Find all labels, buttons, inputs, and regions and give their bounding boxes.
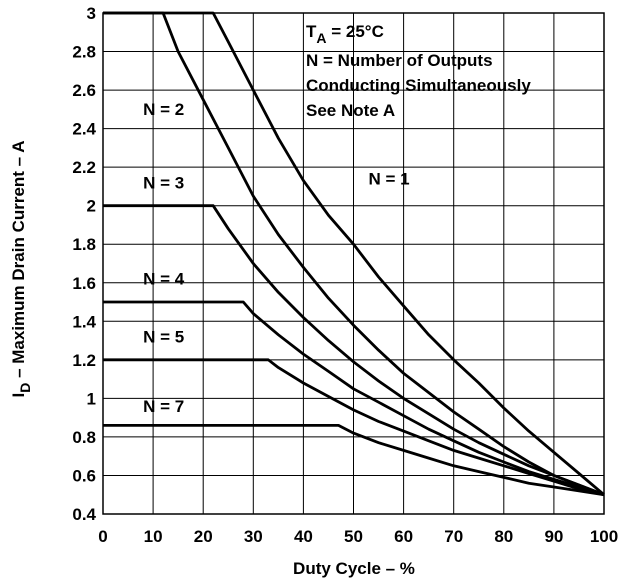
y-tick-label: 1.4 — [72, 312, 96, 331]
x-tick-label: 60 — [394, 527, 413, 546]
series-label: N = 1 — [369, 169, 410, 188]
x-tick-label: 100 — [590, 527, 618, 546]
series-label: N = 7 — [143, 397, 184, 416]
x-tick-label: 70 — [444, 527, 463, 546]
y-tick-label: 3 — [87, 4, 96, 23]
y-tick-label: 2.8 — [72, 43, 96, 62]
series-line — [103, 11, 605, 496]
y-tick-label: 2.6 — [72, 81, 96, 100]
x-tick-label: 30 — [244, 527, 263, 546]
series-line — [103, 300, 605, 497]
x-tick-label: 90 — [544, 527, 563, 546]
y-axis-label-rest: – Maximum Drain Current – A — [9, 140, 28, 382]
y-tick-label: 1.2 — [72, 351, 96, 370]
x-tick-label: 80 — [494, 527, 513, 546]
annotation-ta-main: T — [306, 22, 317, 41]
series-label: N = 2 — [143, 100, 184, 119]
curves — [103, 11, 605, 497]
y-tick-label: 0.8 — [72, 428, 96, 447]
series-line — [103, 358, 605, 497]
y-tick-label: 0.6 — [72, 466, 96, 485]
y-tick-labels: 0.4 0.6 0.8 1 1.2 1.4 1.6 1.8 2 2.2 2.4 2.6 2.8 3 — [72, 4, 96, 524]
series-line — [103, 11, 605, 497]
x-tick-label: 40 — [294, 527, 313, 546]
y-tick-label: 1.8 — [72, 235, 96, 254]
series-line — [103, 424, 605, 497]
curve-labels: N = 1 N = 2 N = 3 N = 4 N = 5 N = 7 — [143, 100, 410, 416]
x-tick-label: 10 — [144, 527, 163, 546]
plot-border — [102, 12, 605, 515]
series-line — [103, 204, 605, 497]
y-axis-label: ID – Maximum Drain Current – A — [9, 140, 33, 397]
annotation-line3: Conducting Simultaneously — [306, 76, 531, 95]
annotation-ta-sub: A — [316, 30, 326, 46]
x-tick-label: 20 — [194, 527, 213, 546]
annotation-line4: See Note A — [306, 101, 395, 120]
y-axis-label-main: I — [9, 393, 28, 398]
y-tick-label: 2 — [87, 197, 96, 216]
annotation-line2: N = Number of Outputs — [306, 51, 493, 70]
series-label: N = 4 — [143, 270, 185, 289]
y-tick-label: 1 — [87, 389, 96, 408]
series-label: N = 3 — [143, 173, 184, 192]
y-tick-label: 1.6 — [72, 274, 96, 293]
x-tick-labels: 0 10 20 30 40 50 60 70 80 90 100 — [98, 527, 618, 546]
series-label: N = 5 — [143, 328, 184, 347]
y-tick-label: 2.4 — [72, 120, 96, 139]
x-axis-label: Duty Cycle – % — [293, 559, 415, 578]
x-tick-label: 0 — [98, 527, 107, 546]
y-tick-label: 2.2 — [72, 158, 96, 177]
annotation-ta-rest: = 25°C — [327, 22, 384, 41]
y-axis-label-sub: D — [17, 383, 33, 393]
annotation-ta: TA = 25°C — [306, 22, 384, 46]
y-tick-label: 0.4 — [72, 505, 96, 524]
annotation-box: TA = 25°C N = Number of Outputs Conducti… — [306, 22, 531, 120]
x-tick-label: 50 — [344, 527, 363, 546]
plot-frame — [102, 12, 605, 515]
